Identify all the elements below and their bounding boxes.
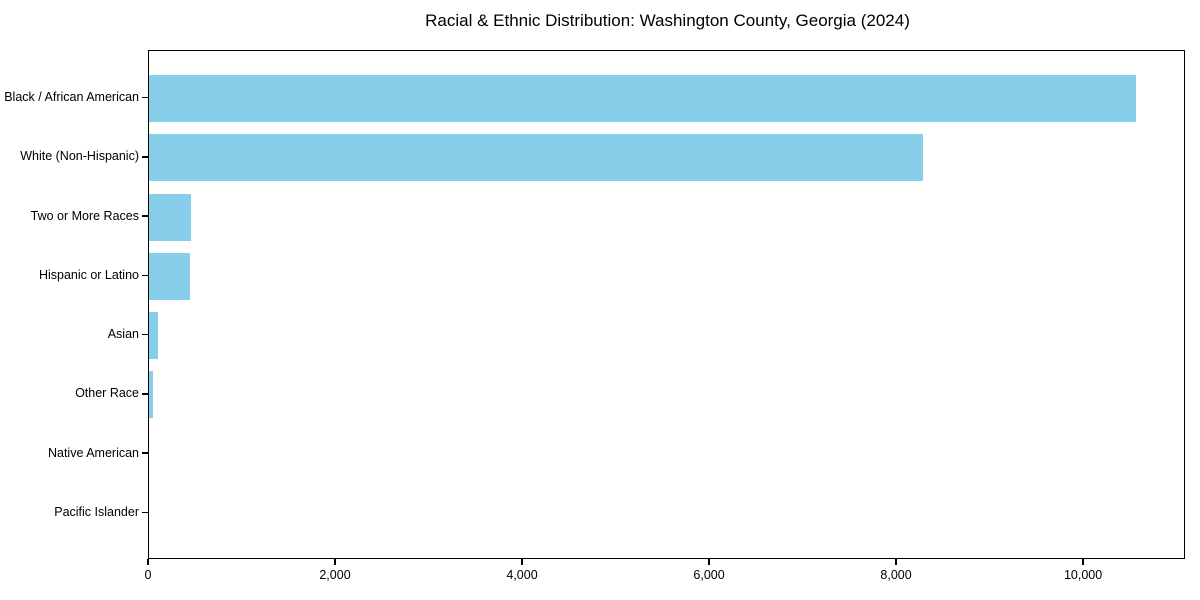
chart-title: Racial & Ethnic Distribution: Washington… <box>425 11 910 30</box>
y-axis-label: Two or More Races <box>30 208 139 223</box>
y-axis-label: Pacific Islander <box>54 504 139 519</box>
y-axis-label: Hispanic or Latino <box>38 267 139 282</box>
x-axis-tick-label: 6,000 <box>693 568 725 582</box>
plot-area <box>148 50 1185 559</box>
y-axis-tick <box>142 393 148 395</box>
y-axis-tick <box>142 215 148 217</box>
x-axis-tick <box>147 559 149 565</box>
x-axis-tick <box>895 559 897 565</box>
x-axis-tick-label: 10,000 <box>1063 568 1103 582</box>
y-axis-label: Black / African American <box>4 90 139 104</box>
bar-two-or-more-races <box>149 193 192 241</box>
x-axis-tick <box>708 559 710 565</box>
x-axis-tick-label: 8,000 <box>880 568 912 582</box>
y-axis-label: Asian <box>107 327 139 341</box>
y-axis-tick <box>142 156 148 158</box>
y-axis-tick <box>142 452 148 454</box>
x-axis-tick <box>1082 559 1084 565</box>
x-axis-tick <box>521 559 523 565</box>
y-axis-tick <box>142 274 148 276</box>
x-axis-tick-label: 4,000 <box>506 568 538 582</box>
bar-asian <box>149 312 159 359</box>
bar-white-non-hispanic <box>149 134 924 182</box>
y-axis-tick <box>142 333 148 336</box>
x-axis-tick <box>334 559 336 565</box>
y-axis-label: Native American <box>47 445 139 460</box>
y-axis-tick <box>142 96 148 99</box>
y-axis-label: Other Race <box>75 386 139 401</box>
bar-hispanic-or-latino <box>149 252 191 300</box>
x-axis-tick-label: 2,000 <box>319 568 351 582</box>
y-axis-tick <box>142 511 148 513</box>
bar-other-race <box>149 371 154 419</box>
x-axis-tick-label: 0 <box>144 568 152 582</box>
y-axis-label: White (Non-Hispanic) <box>20 149 139 164</box>
bar-black-african-american <box>149 75 1137 122</box>
